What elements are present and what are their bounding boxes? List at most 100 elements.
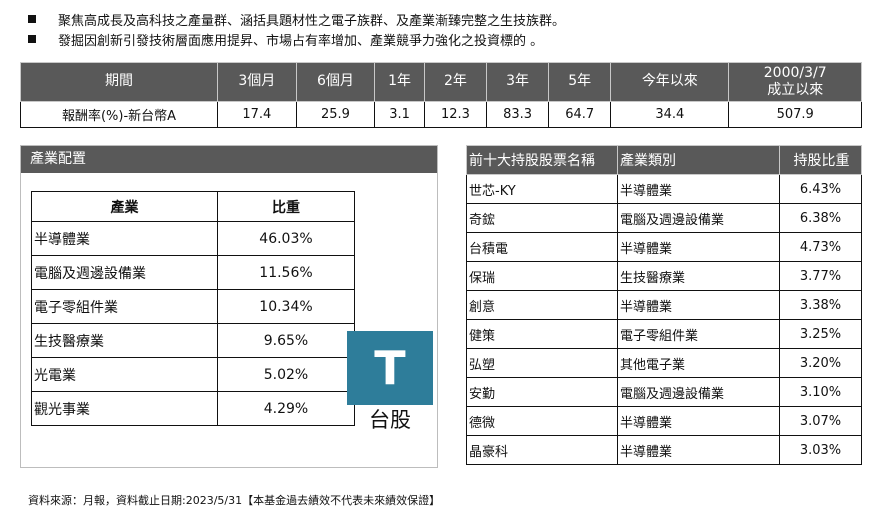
period-2y-header: 2年 bbox=[423, 62, 488, 102]
holding-weight-header: 持股比重 bbox=[779, 145, 862, 175]
holding-row: 奇鋐 電腦及週邊設備業 6.38% bbox=[466, 203, 862, 233]
square-bullet-icon bbox=[28, 15, 36, 23]
return-value: 12.3 bbox=[423, 100, 488, 129]
performance-header-row: 期間 3個月 6個月 1年 2年 3年 5年 今年以來 2000/3/7 成立以來 bbox=[20, 62, 862, 102]
holding-name: 保瑞 bbox=[466, 261, 618, 291]
period-3m-header: 3個月 bbox=[217, 62, 297, 102]
industry-weight: 5.02% bbox=[217, 357, 355, 392]
industry-weight: 9.65% bbox=[217, 323, 355, 358]
industry-name: 半導體業 bbox=[31, 221, 218, 256]
industry-row: 觀光事業 4.29% bbox=[31, 391, 355, 426]
square-bullet-icon bbox=[28, 35, 36, 43]
holding-name: 晶豪科 bbox=[466, 435, 618, 465]
holding-industry: 半導體業 bbox=[617, 435, 780, 465]
industry-name: 電子零組件業 bbox=[31, 289, 218, 324]
performance-value-row: 報酬率(%)-新台幣A 17.4 25.9 3.1 12.3 83.3 64.7… bbox=[20, 100, 862, 129]
holding-weight: 3.20% bbox=[779, 348, 862, 378]
holding-weight: 3.38% bbox=[779, 290, 862, 320]
holding-weight: 6.43% bbox=[779, 174, 862, 204]
holding-name: 創意 bbox=[466, 290, 618, 320]
industry-row: 光電業 5.02% bbox=[31, 357, 355, 392]
inception-date: 2000/3/7 bbox=[763, 64, 827, 81]
industry-weight: 46.03% bbox=[217, 221, 355, 256]
industry-row: 生技醫療業 9.65% bbox=[31, 323, 355, 358]
top-ten-holdings-table: 前十大持股股票名稱 產業類別 持股比重 世芯-KY 半導體業 6.43% 奇鋐 … bbox=[466, 145, 862, 465]
industry-allocation-title: 產業配置 bbox=[21, 146, 437, 173]
period-inception-header: 2000/3/7 成立以來 bbox=[728, 62, 862, 102]
holdings-header-row: 前十大持股股票名稱 產業類別 持股比重 bbox=[466, 145, 862, 175]
performance-table: 期間 3個月 6個月 1年 2年 3年 5年 今年以來 2000/3/7 成立以來… bbox=[20, 62, 862, 129]
industry-name: 生技醫療業 bbox=[31, 323, 218, 358]
taiwan-stock-logo-icon: T bbox=[347, 331, 433, 405]
return-value: 17.4 bbox=[217, 100, 297, 129]
period-3y-header: 3年 bbox=[485, 62, 550, 102]
holding-name: 奇鋐 bbox=[466, 203, 618, 233]
industry-weight: 4.29% bbox=[217, 391, 355, 426]
holding-weight: 3.25% bbox=[779, 319, 862, 349]
holding-weight: 6.38% bbox=[779, 203, 862, 233]
source-footnote: 資料來源：月報，資料截止日期:2023/5/31【本基金過去績效不代表未來績效保… bbox=[28, 494, 441, 507]
holding-name: 台積電 bbox=[466, 232, 618, 262]
holding-weight: 3.77% bbox=[779, 261, 862, 291]
bullet-item: 發掘因創新引發技術層面應用提昇、市場占有率增加、產業競爭力強化之投資標的 。 bbox=[28, 29, 868, 49]
return-value: 64.7 bbox=[548, 100, 612, 129]
holding-name: 弘塑 bbox=[466, 348, 618, 378]
holding-weight: 3.07% bbox=[779, 406, 862, 436]
return-value: 25.9 bbox=[295, 100, 376, 129]
industry-name: 光電業 bbox=[31, 357, 218, 392]
industry-weight: 11.56% bbox=[217, 255, 355, 290]
industry-row: 電子零組件業 10.34% bbox=[31, 289, 355, 324]
holding-row: 健策 電子零組件業 3.25% bbox=[466, 319, 862, 349]
bullet-item: 聚焦高成長及高科技之產量群、涵括具題材性之電子族群、及產業漸臻完整之生技族群。 bbox=[28, 9, 868, 29]
bullet-list: 聚焦高成長及高科技之產量群、涵括具題材性之電子族群、及產業漸臻完整之生技族群。 … bbox=[28, 9, 868, 49]
holding-industry: 半導體業 bbox=[617, 174, 780, 204]
taiwan-stock-label: 台股 bbox=[369, 408, 411, 432]
holding-row: 弘塑 其他電子業 3.20% bbox=[466, 348, 862, 378]
industry-name: 觀光事業 bbox=[31, 391, 218, 426]
bullet-text: 聚焦高成長及高科技之產量群、涵括具題材性之電子族群、及產業漸臻完整之生技族群。 bbox=[58, 13, 566, 29]
holding-row: 創意 半導體業 3.38% bbox=[466, 290, 862, 320]
holding-industry-header: 產業類別 bbox=[617, 145, 780, 175]
holding-industry: 電子零組件業 bbox=[617, 319, 780, 349]
holding-row: 台積電 半導體業 4.73% bbox=[466, 232, 862, 262]
period-5y-header: 5年 bbox=[548, 62, 612, 102]
industry-name: 電腦及週邊設備業 bbox=[31, 255, 218, 290]
return-value: 3.1 bbox=[374, 100, 425, 129]
holding-industry: 其他電子業 bbox=[617, 348, 780, 378]
weight-col-header: 比重 bbox=[217, 191, 355, 222]
holding-name: 健策 bbox=[466, 319, 618, 349]
return-value: 83.3 bbox=[485, 100, 550, 129]
industry-row: 半導體業 46.03% bbox=[31, 221, 355, 256]
holding-industry: 電腦及週邊設備業 bbox=[617, 377, 780, 407]
holding-name: 安勤 bbox=[466, 377, 618, 407]
return-row-label: 報酬率(%)-新台幣A bbox=[20, 100, 218, 129]
holding-name: 德微 bbox=[466, 406, 618, 436]
bullet-text: 發掘因創新引發技術層面應用提昇、市場占有率增加、產業競爭力強化之投資標的 。 bbox=[58, 33, 544, 49]
industry-col-header: 產業 bbox=[31, 191, 218, 222]
industry-table: 產業 比重 半導體業 46.03% 電腦及週邊設備業 11.56% 電子零組件業… bbox=[31, 191, 355, 426]
holding-industry: 生技醫療業 bbox=[617, 261, 780, 291]
industry-weight: 10.34% bbox=[217, 289, 355, 324]
return-value: 34.4 bbox=[610, 100, 730, 129]
industry-allocation-panel: 產業配置 產業 比重 半導體業 46.03% 電腦及週邊設備業 11.56% 電… bbox=[20, 145, 438, 468]
holding-industry: 半導體業 bbox=[617, 290, 780, 320]
period-6m-header: 6個月 bbox=[295, 62, 376, 102]
period-ytd-header: 今年以來 bbox=[610, 62, 730, 102]
period-1y-header: 1年 bbox=[374, 62, 425, 102]
holding-weight: 3.10% bbox=[779, 377, 862, 407]
holding-row: 安勤 電腦及週邊設備業 3.10% bbox=[466, 377, 862, 407]
holding-industry: 半導體業 bbox=[617, 232, 780, 262]
holding-weight: 4.73% bbox=[779, 232, 862, 262]
holding-name-header: 前十大持股股票名稱 bbox=[466, 145, 618, 175]
holding-row: 晶豪科 半導體業 3.03% bbox=[466, 435, 862, 465]
holding-industry: 電腦及週邊設備業 bbox=[617, 203, 780, 233]
period-header: 期間 bbox=[20, 62, 218, 102]
inception-label: 成立以來 bbox=[767, 81, 824, 98]
holding-weight: 3.03% bbox=[779, 435, 862, 465]
holding-row: 德微 半導體業 3.07% bbox=[466, 406, 862, 436]
return-value: 507.9 bbox=[728, 100, 862, 129]
holding-industry: 半導體業 bbox=[617, 406, 780, 436]
holding-row: 保瑞 生技醫療業 3.77% bbox=[466, 261, 862, 291]
industry-header-row: 產業 比重 bbox=[31, 191, 355, 222]
holding-name: 世芯-KY bbox=[466, 174, 618, 204]
